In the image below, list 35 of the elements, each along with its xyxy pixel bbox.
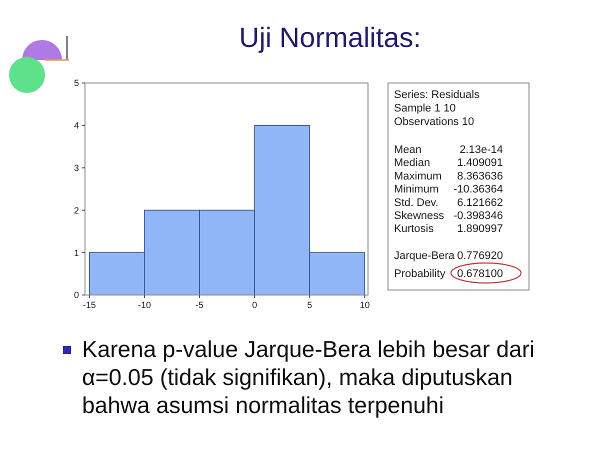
text: 0.678100 — [457, 268, 503, 280]
x-tick-label: -15 — [82, 300, 96, 310]
text: 1.409091 — [457, 157, 503, 170]
y-tick-label: 5 — [74, 78, 79, 88]
text: Kurtosis — [394, 223, 434, 236]
text: Mean — [394, 144, 422, 156]
x-tick-label: 10 — [360, 300, 370, 310]
text: Sample 1 10 — [394, 102, 456, 114]
text: 1.890997 — [457, 223, 503, 236]
text: 6.121662 — [457, 196, 503, 209]
text: Minimum — [394, 184, 439, 196]
text: -0.398346 — [453, 210, 503, 222]
text: 2.13e-14 — [460, 144, 503, 156]
y-tick-label: 4 — [74, 120, 79, 131]
text: -10.36364 — [453, 184, 503, 196]
text: Observations 10 — [394, 116, 474, 128]
text: Jarque-Bera — [394, 250, 456, 262]
x-tick-label: -5 — [196, 300, 204, 310]
text: Std. Dev. — [394, 196, 438, 209]
y-tick-label: 0 — [74, 290, 79, 300]
x-tick-label: 5 — [307, 300, 312, 310]
text: 8.363636 — [457, 170, 503, 182]
text: Series: Residuals — [394, 89, 480, 101]
text: 0.776920 — [457, 250, 503, 262]
y-tick-label: 2 — [74, 205, 79, 216]
text: Maximum — [394, 170, 442, 182]
text: Median — [394, 157, 430, 170]
y-tick-label: 3 — [74, 162, 79, 173]
y-tick-label: 1 — [74, 248, 79, 258]
chart-title: Uji Normalitas: — [238, 22, 422, 53]
text: Skewness — [394, 210, 445, 222]
x-tick-label: 0 — [252, 300, 258, 310]
text: Probability — [394, 268, 446, 280]
x-tick-label: -10 — [138, 300, 151, 310]
text: Karena p-value Jarque-Bera lebih besar dari α=0.05 (tidak signifikan), maka diputuskan bahwa asumsi normalitas terpenuhi — [82, 336, 535, 418]
